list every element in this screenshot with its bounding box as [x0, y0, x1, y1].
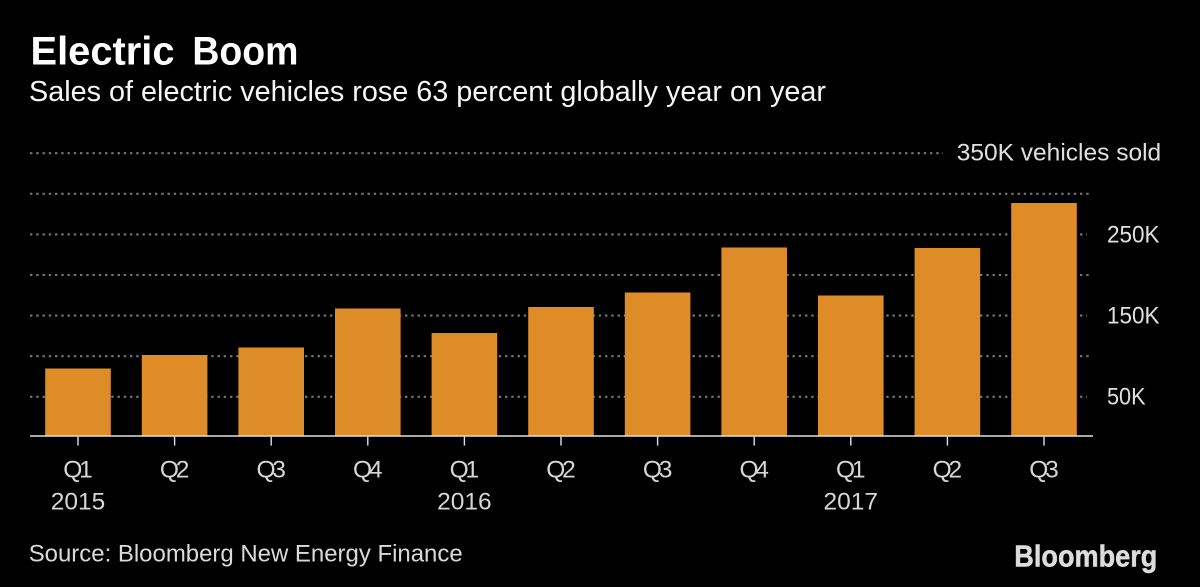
svg-text:Q4: Q4	[353, 456, 383, 483]
svg-text:Q1: Q1	[63, 456, 93, 483]
svg-text:150K: 150K	[1107, 303, 1160, 330]
svg-text:Q3: Q3	[643, 456, 673, 483]
svg-text:2015: 2015	[51, 488, 106, 515]
svg-text:Q2: Q2	[546, 456, 576, 483]
svg-text:Bloomberg: Bloomberg	[1014, 539, 1157, 573]
svg-text:Q1: Q1	[836, 456, 866, 483]
svg-text:2016: 2016	[437, 488, 492, 515]
svg-text:Sales of electric vehicles ros: Sales of electric vehicles rose 63 perce…	[29, 76, 827, 108]
svg-text:Boom: Boom	[192, 30, 298, 74]
svg-text:350K vehicles sold: 350K vehicles sold	[957, 139, 1161, 166]
svg-text:Q2: Q2	[160, 456, 190, 483]
svg-text:Electric: Electric	[31, 30, 175, 74]
svg-text:Q2: Q2	[933, 456, 963, 483]
svg-text:Source: Bloomberg New Energy F: Source: Bloomberg New Energy Finance	[29, 540, 463, 567]
svg-text:250K: 250K	[1107, 222, 1160, 249]
svg-text:Q4: Q4	[739, 456, 769, 483]
svg-text:50K: 50K	[1107, 384, 1146, 411]
svg-text:Q3: Q3	[256, 456, 286, 483]
svg-text:Q3: Q3	[1029, 456, 1059, 483]
svg-text:Q1: Q1	[450, 456, 480, 483]
svg-text:2017: 2017	[824, 488, 879, 515]
